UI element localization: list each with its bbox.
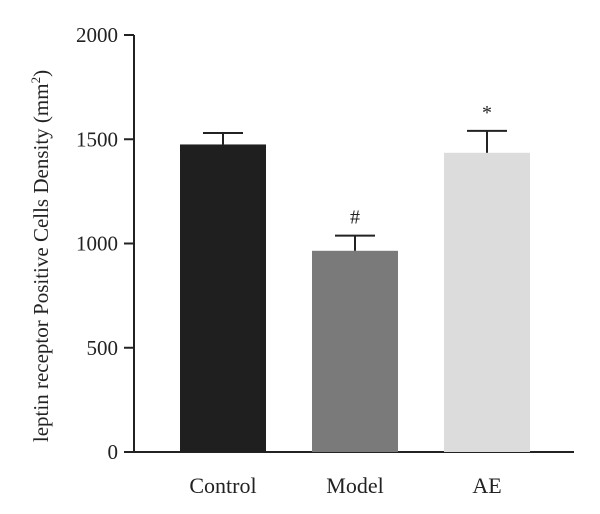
category-label-model: Model	[326, 473, 383, 498]
bars: #*	[180, 102, 530, 453]
y-axis-label-main: leptin receptor Positive Cells Density (…	[29, 83, 53, 442]
significance-marker-ae: *	[482, 102, 492, 124]
significance-marker-model: #	[350, 207, 360, 229]
bar-model	[312, 250, 398, 452]
y-axis-label: leptin receptor Positive Cells Density (…	[28, 70, 53, 442]
bar-control	[180, 144, 266, 452]
category-label-ae: AE	[472, 473, 501, 498]
y-tick-label: 0	[108, 440, 119, 464]
y-tick-label: 1500	[76, 127, 118, 151]
y-axis-ticks: 0 500 1000 1500 2000	[76, 23, 134, 464]
y-tick-label: 2000	[76, 23, 118, 47]
y-tick-label: 500	[87, 336, 119, 360]
y-axis-label-close: )	[29, 70, 53, 77]
y-axis-label-superscript: 2	[28, 77, 43, 84]
category-label-control: Control	[189, 473, 256, 498]
y-tick-label: 1000	[76, 232, 118, 256]
bar-ae	[444, 152, 530, 453]
x-axis-labels: Control Model AE	[189, 473, 501, 498]
